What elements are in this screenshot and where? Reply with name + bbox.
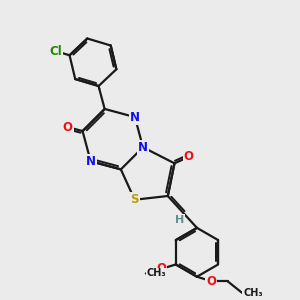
Text: Cl: Cl [49, 44, 62, 58]
Text: O: O [206, 275, 216, 288]
Text: CH₃: CH₃ [146, 268, 166, 278]
Text: O: O [157, 262, 166, 275]
Text: N: N [130, 111, 140, 124]
Text: S: S [130, 193, 139, 206]
Text: N: N [138, 141, 148, 154]
Text: O: O [184, 150, 194, 164]
Text: CH₃: CH₃ [243, 288, 262, 298]
Text: N: N [86, 155, 96, 168]
Text: O: O [63, 121, 73, 134]
Text: H: H [175, 215, 184, 225]
